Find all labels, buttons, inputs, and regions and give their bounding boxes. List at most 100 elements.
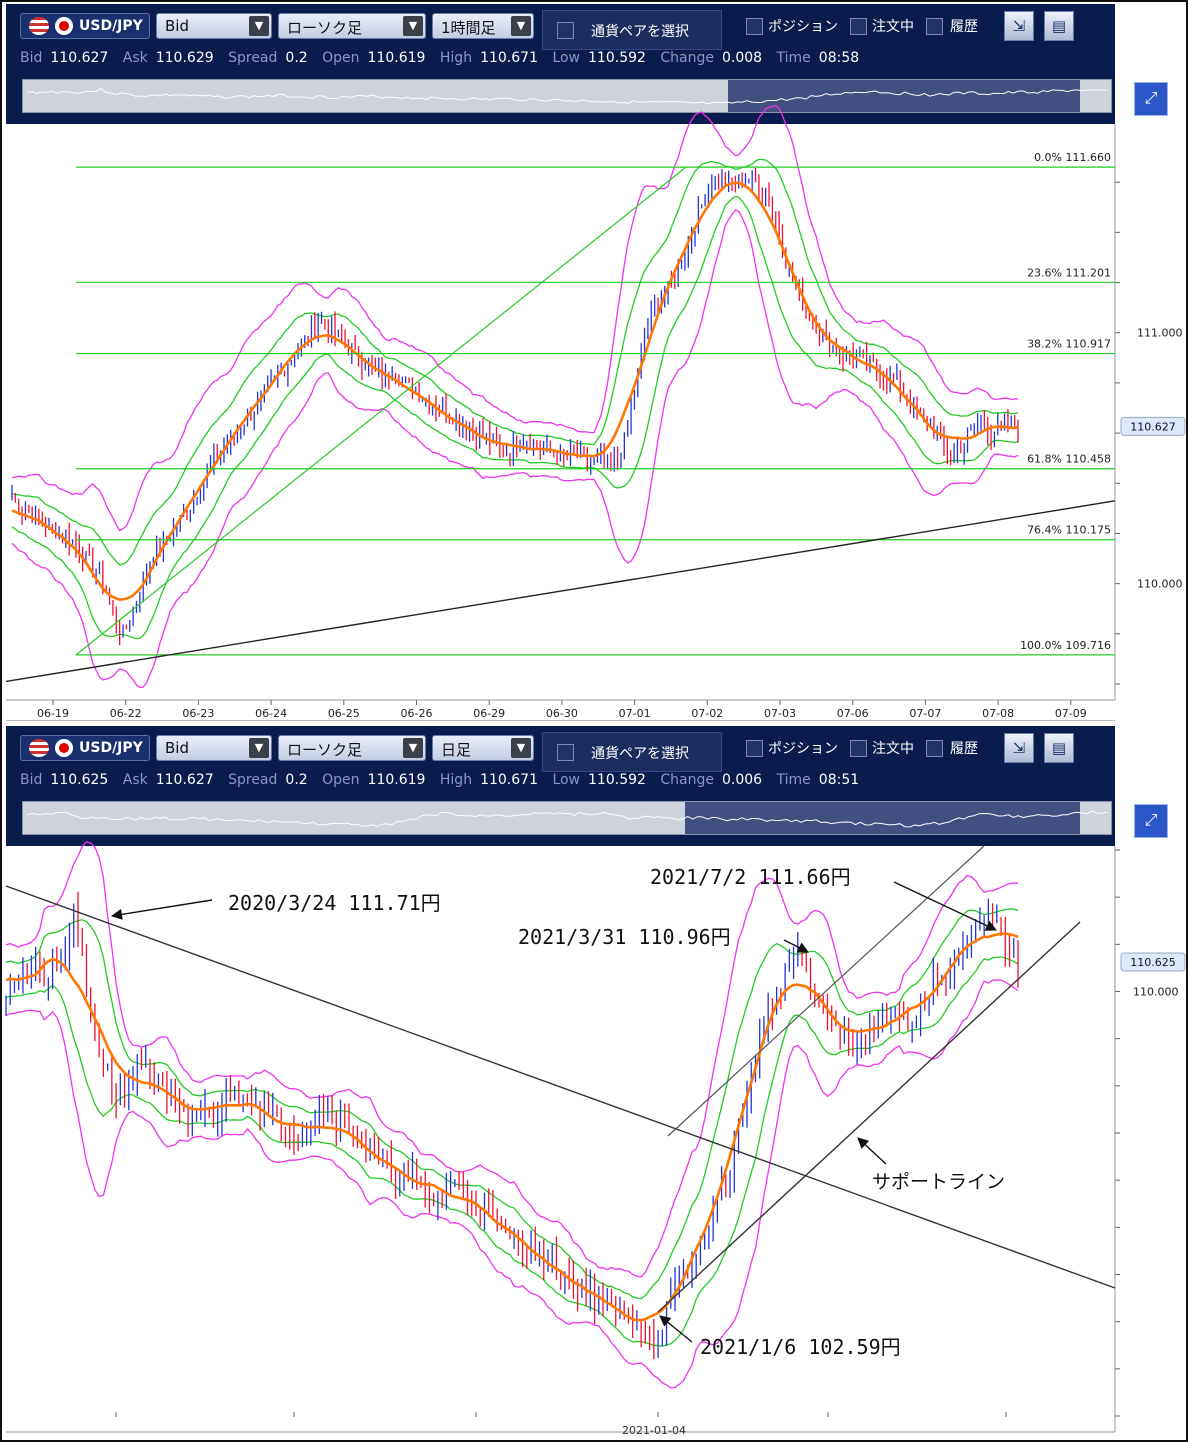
chart-type-value: ローソク足 (287, 741, 363, 759)
layout-icon[interactable]: ▤ (1044, 733, 1074, 763)
annotation-2020-03-24: 2020/3/24 111.71円 (228, 891, 441, 915)
positions-checkbox[interactable] (746, 740, 763, 757)
orders-label: 注文中 (872, 741, 914, 757)
time-key: Time (776, 772, 811, 788)
navigator-window[interactable] (685, 802, 1080, 834)
long-term-resistance-line (5, 885, 1116, 1289)
navigator-window[interactable] (728, 80, 1080, 112)
current-price-label: 110.627 (1130, 420, 1176, 433)
spread-key: Spread (228, 772, 278, 788)
y-axis-label: 110.000 (1137, 578, 1183, 591)
quote-bar: Bid 110.627 Ask 110.629 Spread 0.2 Open 110.… (20, 50, 869, 66)
pair-select-checkbox[interactable] (557, 744, 574, 761)
hourly-chart-panel: USD/JPY Bid ▼ ローソク足 ▼ 1時間足 ▼ 通貨ペアを選択 ポジション … (5, 4, 1186, 721)
bid-key: Bid (20, 772, 43, 788)
channel-upper-line (667, 845, 985, 1137)
annotation-support-line: サポートライン (872, 1171, 1005, 1193)
history-checkbox[interactable] (926, 740, 943, 757)
annotation-2021-07-02-arrow (893, 881, 998, 931)
layout-icon[interactable]: ▤ (1044, 11, 1074, 41)
x-axis-label: 06-24 (255, 707, 287, 720)
daily-chart-area[interactable]: 110.625 110.000 2021-01-04 2020/3/24 111.71… (5, 840, 1186, 1440)
navigator-overview-line (26, 810, 1108, 828)
annotation-2021-07-02: 2021/7/2 111.66円 (650, 865, 851, 889)
moving-average-line (5, 932, 1019, 1322)
y-axis-label: 111.000 (1137, 327, 1183, 340)
fibonacci-trend-line (75, 166, 687, 656)
pair-select-button[interactable]: 通貨ペアを選択 (542, 732, 722, 772)
bollinger-upper-3sigma (5, 840, 1019, 1278)
history-checkbox[interactable] (926, 18, 943, 35)
orders-checkbox[interactable] (850, 740, 867, 757)
fibonacci-label: 100.0% 109.716 (1020, 639, 1111, 652)
currency-pair-selector[interactable]: USD/JPY (20, 13, 150, 39)
bollinger-upper-1sigma (11, 158, 1019, 566)
support-line (657, 921, 1081, 1313)
fibonacci-label: 76.4% 110.175 (1027, 524, 1111, 537)
annotation-support-line-arrow (857, 1137, 887, 1165)
expand-icon[interactable]: ⤢ (1134, 82, 1168, 116)
daily-chart-panel: USD/JPY Bid ▼ ローソク足 ▼ 日足 ▼ 通貨ペアを選択 ポジション 注文… (5, 726, 1186, 1440)
history-label: 履歴 (950, 19, 978, 35)
price-type-select[interactable]: Bid ▼ (156, 13, 272, 39)
timeframe-select[interactable]: 日足 ▼ (432, 735, 534, 761)
y-axis-label: 110.000 (1133, 986, 1179, 999)
timeframe-value: 日足 (441, 741, 472, 759)
price-type-select[interactable]: Bid ▼ (156, 735, 272, 761)
ask-key: Ask (122, 772, 148, 788)
low-key: Low (552, 772, 581, 788)
annotation-2021-03-31-arrow (783, 939, 810, 953)
hourly-chart-area[interactable]: 110.627 0.0% 111.660 23.6% 111.201 38.2% 11… (5, 104, 1186, 721)
chevron-down-icon: ▼ (249, 738, 269, 758)
high-value: 110.671 (480, 772, 538, 788)
timeframe-select[interactable]: 1時間足 ▼ (432, 13, 534, 39)
low-value: 110.592 (588, 772, 646, 788)
chevron-down-icon: ▼ (511, 738, 531, 758)
currency-pair-label: USD/JPY (79, 18, 143, 34)
history-label: 履歴 (950, 741, 978, 757)
high-key: High (439, 772, 473, 788)
ask-value: 110.627 (155, 772, 214, 788)
orders-checkbox[interactable] (850, 18, 867, 35)
x-axis-label: 07-08 (982, 707, 1014, 720)
navigator-scrollbar[interactable] (22, 79, 1112, 113)
bottom-toolbar: USD/JPY Bid ▼ ローソク足 ▼ 日足 ▼ 通貨ペアを選択 ポジション 注文… (6, 726, 1168, 846)
fibonacci-label: 61.8% 110.458 (1027, 453, 1111, 466)
export-icon[interactable]: ⇲ (1004, 733, 1034, 763)
long-term-support-line (5, 500, 1116, 683)
jp-flag-icon (55, 17, 73, 35)
high-value: 110.671 (480, 50, 538, 66)
spread-value: 0.2 (285, 50, 308, 66)
expand-icon[interactable]: ⤢ (1134, 804, 1168, 838)
bollinger-lower-3sigma (5, 979, 1019, 1389)
pair-select-button[interactable]: 通貨ペアを選択 (542, 10, 722, 50)
x-axis-label: 07-01 (619, 707, 651, 720)
jp-flag-icon (55, 739, 73, 757)
time-value: 08:51 (818, 772, 860, 788)
annotation-2021-01-06-arrow (659, 1315, 693, 1343)
x-axis-label: 07-02 (691, 707, 723, 720)
x-axis-label: 06-25 (328, 707, 360, 720)
positions-checkbox[interactable] (746, 18, 763, 35)
chart-type-select[interactable]: ローソク足 ▼ (278, 13, 426, 39)
chevron-down-icon: ▼ (249, 16, 269, 36)
navigator-scrollbar[interactable] (22, 801, 1112, 835)
x-axis-label: 06-29 (473, 707, 505, 720)
bid-key: Bid (20, 50, 43, 66)
x-axis-label: 06-23 (182, 707, 214, 720)
x-axis-label: 06-22 (110, 707, 142, 720)
pair-select-checkbox[interactable] (557, 22, 574, 39)
x-axis-label: 06-30 (546, 707, 578, 720)
annotation-2020-03-24-arrow (110, 899, 213, 920)
annotation-2021-01-06: 2021/1/6 102.59円 (700, 1335, 901, 1359)
currency-pair-selector[interactable]: USD/JPY (20, 735, 150, 761)
ask-key: Ask (122, 50, 148, 66)
x-axis-label: 07-03 (764, 707, 796, 720)
price-type-value: Bid (165, 17, 189, 35)
export-icon[interactable]: ⇲ (1004, 11, 1034, 41)
chart-type-select[interactable]: ローソク足 ▼ (278, 735, 426, 761)
x-axis-label: 2021-01-04 (622, 1424, 686, 1437)
daily-chart-svg: 110.625 110.000 2021-01-04 2020/3/24 111.71… (5, 840, 1186, 1437)
low-value: 110.592 (588, 50, 646, 66)
annotation-2021-03-31: 2021/3/31 110.96円 (518, 925, 731, 949)
